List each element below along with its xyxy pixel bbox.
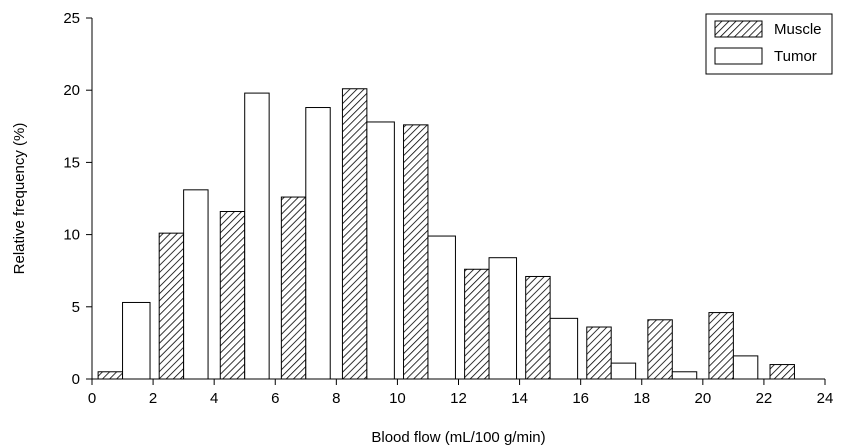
x-tick-label: 8: [332, 390, 340, 407]
x-tick-label: 6: [271, 390, 279, 407]
bar-tumor-9: [671, 371, 698, 380]
y-axis-title: Relative frequency (%): [11, 123, 28, 275]
y-tick-label: 5: [72, 299, 80, 316]
bar-tumor-5: [427, 235, 456, 380]
bar-muscle-7: [525, 275, 551, 380]
bar-muscle-8: [586, 326, 612, 380]
bar-muscle-2: [219, 210, 246, 380]
x-axis-ticks: 0 2 4 6 8 10 12 14 16 18 20 22 24: [88, 379, 834, 407]
bar-muscle-3: [280, 196, 307, 380]
bar-muscle-0: [97, 371, 124, 380]
bar-tumor-2: [244, 92, 270, 380]
bars-layer: [97, 88, 795, 380]
bar-tumor-1: [183, 189, 209, 380]
legend: Muscle Tumor: [705, 13, 833, 75]
legend-swatch-muscle: [714, 20, 763, 38]
bar-muscle-10: [708, 312, 734, 380]
x-tick-label: 24: [817, 390, 834, 407]
bar-tumor-8: [610, 362, 637, 380]
bar-tumor-3: [305, 107, 331, 380]
bar-muscle-1: [158, 232, 185, 380]
y-axis-ticks: 0 5 10 15 20 25: [63, 10, 92, 388]
x-tick-label: 10: [389, 390, 406, 407]
bar-tumor-4: [366, 121, 395, 380]
bar-muscle-4: [341, 88, 368, 380]
bar-tumor-7: [549, 317, 579, 380]
x-tick-label: 18: [633, 390, 650, 407]
bar-tumor-0: [122, 301, 151, 380]
y-tick-label: 25: [63, 10, 80, 27]
x-tick-label: 20: [694, 390, 711, 407]
x-tick-label: 14: [511, 390, 528, 407]
y-tick-label: 15: [63, 154, 80, 171]
x-tick-label: 12: [450, 390, 467, 407]
x-tick-label: 0: [88, 390, 96, 407]
legend-label-tumor: Tumor: [774, 48, 817, 65]
bar-muscle-6: [464, 268, 490, 380]
y-tick-label: 10: [63, 227, 80, 244]
y-tick-label: 20: [63, 82, 80, 99]
bar-muscle-11: [769, 364, 795, 380]
bar-tumor-10: [732, 355, 759, 380]
x-tick-label: 2: [149, 390, 157, 407]
y-tick-label: 0: [72, 371, 80, 388]
x-axis-title: Blood flow (mL/100 g/min): [371, 429, 545, 446]
legend-swatch-tumor: [714, 47, 763, 65]
x-tick-label: 22: [756, 390, 773, 407]
x-tick-label: 4: [210, 390, 218, 407]
x-tick-label: 16: [572, 390, 589, 407]
bar-muscle-5: [403, 124, 429, 380]
bar-muscle-9: [647, 319, 673, 380]
legend-label-muscle: Muscle: [774, 21, 822, 38]
bar-tumor-6: [488, 257, 518, 380]
